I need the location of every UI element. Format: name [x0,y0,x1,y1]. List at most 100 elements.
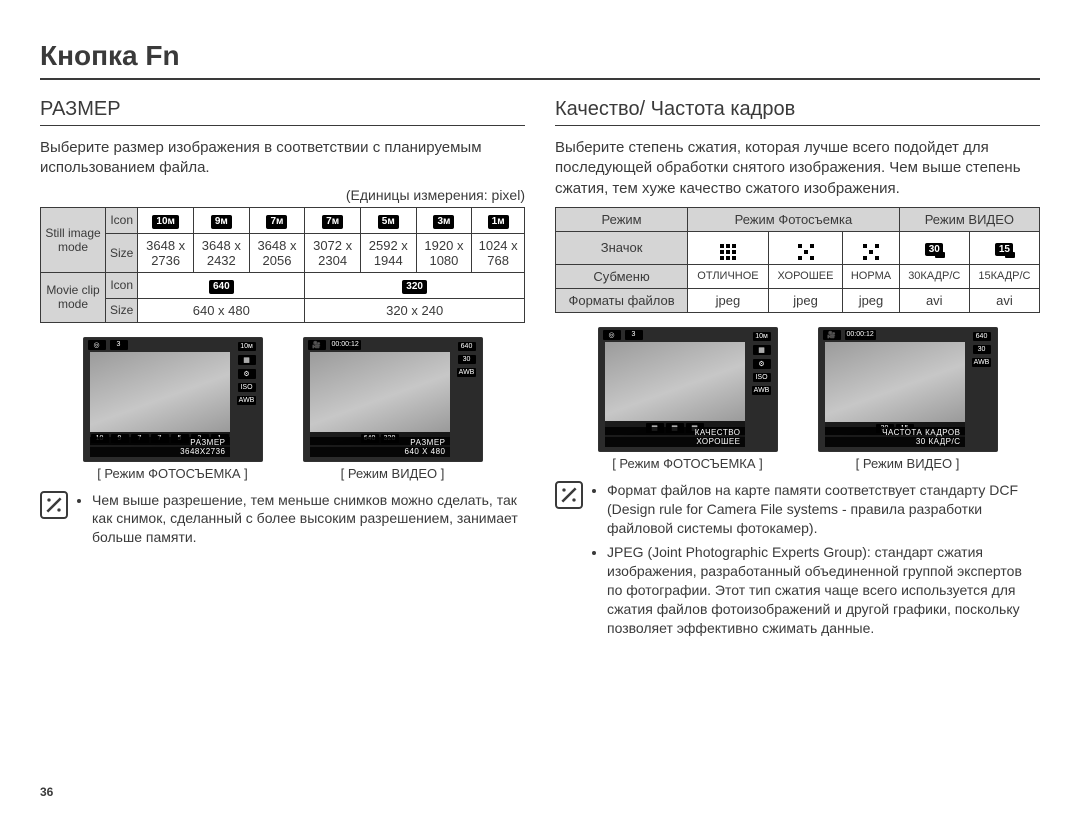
photo-header: Режим Фотосъемка [688,207,900,231]
submenu-cell: ХОРОШЕЕ [768,264,842,288]
submenu-cell: 30КАДР/С [899,264,969,288]
quality-superfine-icon [720,244,736,260]
left-column: РАЗМЕР Выберите размер изображения в соо… [40,98,525,644]
preview-caption: Режим ВИДЕО [341,466,445,481]
submenu-cell: ОТЛИЧНОЕ [688,264,769,288]
section-title-quality: Качество/ Частота кадров [555,98,1040,126]
still-icon-cell: 1м [472,207,525,233]
mode-header: Режим [556,207,688,231]
fps-15-icon: 15 [995,243,1013,256]
submenu-cell: 15КАДР/С [969,264,1039,288]
res-icon: 640 [209,280,234,294]
res-icon: 320 [402,280,427,294]
note-icon [555,481,583,509]
preview-video: 🎥00:00:12 64030AWB 3015 ЧАСТОТА КАДРОВ 3… [818,327,998,471]
preview-caption: Режим ФОТОСЪЕМКА [612,456,763,471]
still-size-cell: 2592 x 1944 [360,233,416,272]
still-mode-label: Still image mode [41,207,106,272]
still-icon-cell: 9м [193,207,249,233]
res-icon: 7м [322,215,343,229]
units-label: (Единицы измерения: pixel) [40,187,525,203]
note-icon [40,491,68,519]
still-size-cell: 1920 x 1080 [416,233,472,272]
quality-normal-icon [863,244,879,260]
overlay-readout: ХОРОШЕЕ [696,437,740,446]
icon-row-header: Значок [556,231,688,264]
format-cell: avi [899,288,969,312]
two-column-layout: РАЗМЕР Выберите размер изображения в соо… [40,98,1040,644]
size-intro-text: Выберите размер изображения в соответств… [40,138,525,179]
quality-intro-text: Выберите степень сжатия, которая лучше в… [555,138,1040,199]
format-cell: jpeg [768,288,842,312]
res-icon: 10м [152,215,179,229]
still-icon-cell: 10м [138,207,194,233]
still-size-cell: 3648 x 2056 [249,233,305,272]
still-size-cell: 3648 x 2432 [193,233,249,272]
overlay-label: РАЗМЕР [410,438,445,447]
preview-photo: ◎3 10м▦⚙ISOAWB ▦▦▦ КАЧЕСТВО ХОРОШЕЕ Режи… [598,327,778,471]
res-icon: 5м [378,215,399,229]
format-cell: avi [969,288,1039,312]
note-bullet: Формат файлов на карте памяти соответств… [607,481,1040,538]
lcd-screen-photo: ◎3 10м▦⚙ISOAWB ▦▦▦ КАЧЕСТВО ХОРОШЕЕ [598,327,778,452]
res-icon: 1м [488,215,509,229]
overlay-label: ЧАСТОТА КАДРОВ [882,428,960,437]
note-block-left: Чем выше разрешение, тем меньше снимков … [40,491,525,554]
movie-size-cell: 320 x 240 [305,298,525,322]
size-row-label: Size [105,298,137,322]
overlay-readout: 3648X2736 [180,447,225,456]
still-icon-cell: 7м [249,207,305,233]
icon-row-label: Icon [105,272,137,298]
still-icon-cell: 5м [360,207,416,233]
submenu-cell: НОРМА [843,264,899,288]
quality-icon-cell [843,231,899,264]
format-row-header: Форматы файлов [556,288,688,312]
preview-caption: Режим ВИДЕО [856,456,960,471]
lcd-screen-photo: ◎3 10м ▦ ⚙ ISO AWB 10977531 РАЗМЕР 3648X… [83,337,263,462]
preview-photo: ◎3 10м ▦ ⚙ ISO AWB 10977531 РАЗМЕР 3648X… [83,337,263,481]
lcd-screen-video: 🎥00:00:12 640 30 AWB 640320 РАЗМЕР 640 X… [303,337,483,462]
page-title: Кнопка Fn [40,40,1040,80]
still-size-cell: 1024 x 768 [472,233,525,272]
still-icon-cell: 7м [305,207,361,233]
lcd-screen-video: 🎥00:00:12 64030AWB 3015 ЧАСТОТА КАДРОВ 3… [818,327,998,452]
overlay-label: КАЧЕСТВО [695,428,741,437]
still-size-cell: 3072 x 2304 [305,233,361,272]
movie-size-cell: 640 x 480 [138,298,305,322]
format-cell: jpeg [688,288,769,312]
res-icon: 9м [211,215,232,229]
overlay-readout: 30 КАДР/С [916,437,961,446]
format-cell: jpeg [843,288,899,312]
left-previews: ◎3 10м ▦ ⚙ ISO AWB 10977531 РАЗМЕР 3648X… [40,337,525,481]
size-row-label: Size [105,233,137,272]
movie-icon-cell: 640 [138,272,305,298]
preview-video: 🎥00:00:12 640 30 AWB 640320 РАЗМЕР 640 X… [303,337,483,481]
preview-caption: Режим ФОТОСЪЕМКА [97,466,248,481]
right-previews: ◎3 10м▦⚙ISOAWB ▦▦▦ КАЧЕСТВО ХОРОШЕЕ Режи… [555,327,1040,471]
still-size-cell: 3648 x 2736 [138,233,194,272]
section-title-size: РАЗМЕР [40,98,525,126]
quality-icon-cell [688,231,769,264]
overlay-label: РАЗМЕР [190,438,225,447]
quality-table: Режим Режим Фотосъемка Режим ВИДЕО Значо… [555,207,1040,313]
fps-icon-cell: 15 [969,231,1039,264]
res-icon: 3м [433,215,454,229]
video-header: Режим ВИДЕО [899,207,1039,231]
quality-fine-icon [798,244,814,260]
overlay-readout: 640 X 480 [405,447,446,456]
fps-30-icon: 30 [925,243,943,256]
res-icon: 7м [266,215,287,229]
size-table: Still image mode Icon 10м 9м 7м 7м 5м 3м… [40,207,525,323]
page-number: 36 [40,785,53,799]
movie-icon-cell: 320 [305,272,525,298]
note-bullet: JPEG (Joint Photographic Experts Group):… [607,543,1040,637]
right-column: Качество/ Частота кадров Выберите степен… [555,98,1040,644]
note-bullet: Чем выше разрешение, тем меньше снимков … [92,491,525,548]
still-icon-cell: 3м [416,207,472,233]
fps-icon-cell: 30 [899,231,969,264]
quality-icon-cell [768,231,842,264]
note-block-right: Формат файлов на карте памяти соответств… [555,481,1040,644]
icon-row-label: Icon [105,207,137,233]
movie-mode-label: Movie clip mode [41,272,106,322]
submenu-row-header: Субменю [556,264,688,288]
